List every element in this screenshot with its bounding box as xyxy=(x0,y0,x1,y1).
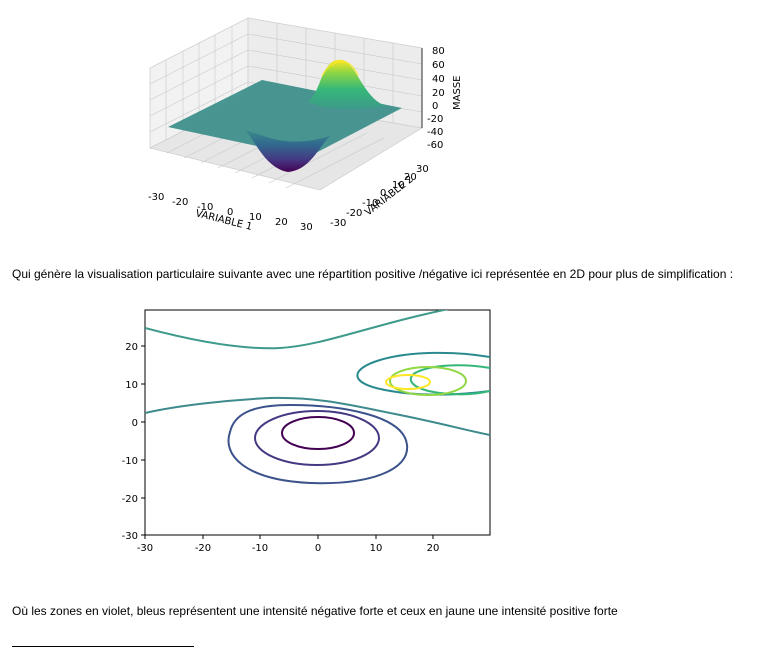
y-tick-label: -20 xyxy=(122,494,138,505)
x-tick-label: 30 xyxy=(300,222,313,233)
y-tick-label: -10 xyxy=(362,198,378,209)
y-tick-label: -20 xyxy=(346,208,362,219)
z-tick-label: -40 xyxy=(427,127,443,138)
paragraph-2: Où les zones en violet, bleus représente… xyxy=(12,604,618,618)
footnote-separator xyxy=(12,646,194,647)
contour-line xyxy=(389,366,467,396)
x-tick-label: -10 xyxy=(197,202,213,213)
x-tick-label: 10 xyxy=(249,212,262,223)
x-tick-labels: -30 -20 -10 0 10 20 30 xyxy=(148,192,313,233)
z-tick-label: 0 xyxy=(432,101,438,112)
x-tick-label: -30 xyxy=(148,192,164,203)
surface-3d-chart: 80 60 40 20 0 -20 -40 -60 MASSE -30 -20 … xyxy=(148,17,463,233)
contour-2d-chart: 20 10 0 -10 -20 -30 -30 -20 -10 0 10 20 xyxy=(122,309,491,554)
x-tick-label: -30 xyxy=(137,543,153,554)
z-tick-label: -60 xyxy=(427,140,443,151)
x-tick-label: -10 xyxy=(252,543,268,554)
y-axis-label: VARIABLE 2 xyxy=(363,174,416,218)
x-tick-label: -20 xyxy=(172,197,188,208)
y-tick-labels: -30 -20 -10 0 10 20 30 xyxy=(330,164,429,229)
x-tick-labels-2d: -30 -20 -10 0 10 20 xyxy=(137,543,440,554)
contour-line xyxy=(254,410,380,466)
paragraph-1: Qui génère la visualisation particulaire… xyxy=(12,267,734,281)
z-tick-label: 60 xyxy=(432,60,445,71)
z-tick-label: 40 xyxy=(432,74,445,85)
y-tick-label: 10 xyxy=(392,180,405,191)
contour-line xyxy=(145,310,449,350)
y-tick-label: 0 xyxy=(380,188,386,199)
y-tick-label: -30 xyxy=(122,531,138,542)
x-tick-label: 0 xyxy=(315,543,321,554)
contour-line xyxy=(281,416,355,450)
z-axis-label: MASSE xyxy=(452,76,463,110)
surface-negative-dip xyxy=(245,130,330,172)
z-tick-label: -20 xyxy=(427,114,443,125)
y-tick-label: 0 xyxy=(132,418,138,429)
y-tick-label: 30 xyxy=(416,164,429,175)
contour-line xyxy=(227,403,409,485)
x-axis-label: VARIABLE 1 xyxy=(194,208,253,233)
contour-line xyxy=(409,364,490,396)
x-tick-label: 20 xyxy=(275,217,288,228)
z-tick-labels: 80 60 40 20 0 -20 -40 -60 xyxy=(427,46,445,151)
z-tick-label: 20 xyxy=(432,88,445,99)
y-tick-labels-2d: 20 10 0 -10 -20 -30 xyxy=(122,342,138,542)
y-tick-label: -30 xyxy=(330,218,346,229)
x-tick-label: 0 xyxy=(227,207,233,218)
contour-line xyxy=(385,374,431,390)
surface-positive-peak xyxy=(308,59,386,110)
x-tick-label: 20 xyxy=(427,543,440,554)
x-tick-label: -20 xyxy=(195,543,211,554)
y-tick-label: 10 xyxy=(125,380,138,391)
y-tick-label: 20 xyxy=(404,172,417,183)
contour-line xyxy=(145,396,490,436)
y-tick-label: 20 xyxy=(125,342,138,353)
y-tick-label: -10 xyxy=(122,456,138,467)
x-tick-label: 10 xyxy=(370,543,383,554)
z-tick-label: 80 xyxy=(432,46,445,57)
